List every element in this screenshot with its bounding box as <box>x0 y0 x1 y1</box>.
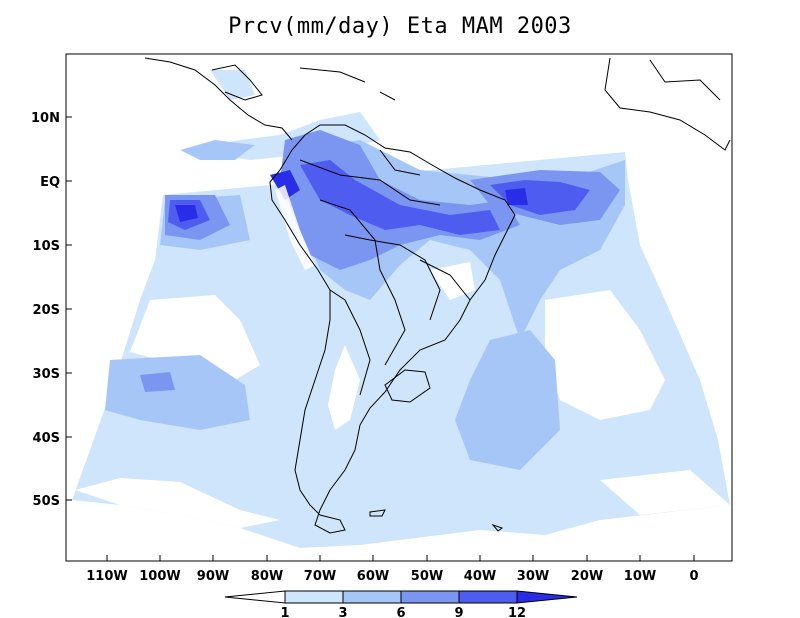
colorbar-label-6: 6 <box>396 606 405 618</box>
precip-field <box>72 70 730 548</box>
lat-label-30s: 30S <box>33 367 60 382</box>
colorbar <box>224 590 578 604</box>
colorbar-segment-3-6 <box>342 590 402 604</box>
colorbar-segment-1-3 <box>284 590 344 604</box>
map-title: Prcv(mm/day) Eta MAM 2003 <box>228 14 572 39</box>
colorbar-label-9: 9 <box>454 606 463 618</box>
colorbar-low-arrow <box>224 590 286 604</box>
map-frame <box>65 53 733 562</box>
colorbar-label-12: 12 <box>508 606 526 618</box>
lon-label-100w: 100W <box>139 569 180 584</box>
lat-label-40s: 40S <box>33 431 60 446</box>
lat-label-eq: EQ <box>40 175 60 190</box>
lon-label-70w: 70W <box>304 569 336 584</box>
lon-label-60w: 60W <box>357 569 389 584</box>
lon-label-40w: 40W <box>464 569 496 584</box>
lat-label-10n: 10N <box>31 111 60 126</box>
colorbar-label-1: 1 <box>280 606 289 618</box>
lon-label-30w: 30W <box>517 569 549 584</box>
colorbar-segment-6-9 <box>400 590 460 604</box>
lon-label-20w: 20W <box>571 569 603 584</box>
lon-label-0: 0 <box>689 569 698 584</box>
lon-label-10w: 10W <box>624 569 656 584</box>
lon-label-50w: 50W <box>411 569 443 584</box>
lon-label-80w: 80W <box>251 569 283 584</box>
coastlines <box>144 57 731 534</box>
colorbar-segment-9-12 <box>458 590 518 604</box>
lat-label-10s: 10S <box>33 239 60 254</box>
colorbar-high-arrow <box>516 590 578 604</box>
lat-label-20s: 20S <box>33 303 60 318</box>
lat-label-50s: 50S <box>33 494 60 509</box>
lon-label-90w: 90W <box>197 569 229 584</box>
colorbar-label-3: 3 <box>338 606 347 618</box>
lon-axis <box>106 555 695 561</box>
lat-axis <box>66 116 72 501</box>
precip-level-9-12 <box>300 160 500 235</box>
lon-label-110w: 110W <box>86 569 127 584</box>
